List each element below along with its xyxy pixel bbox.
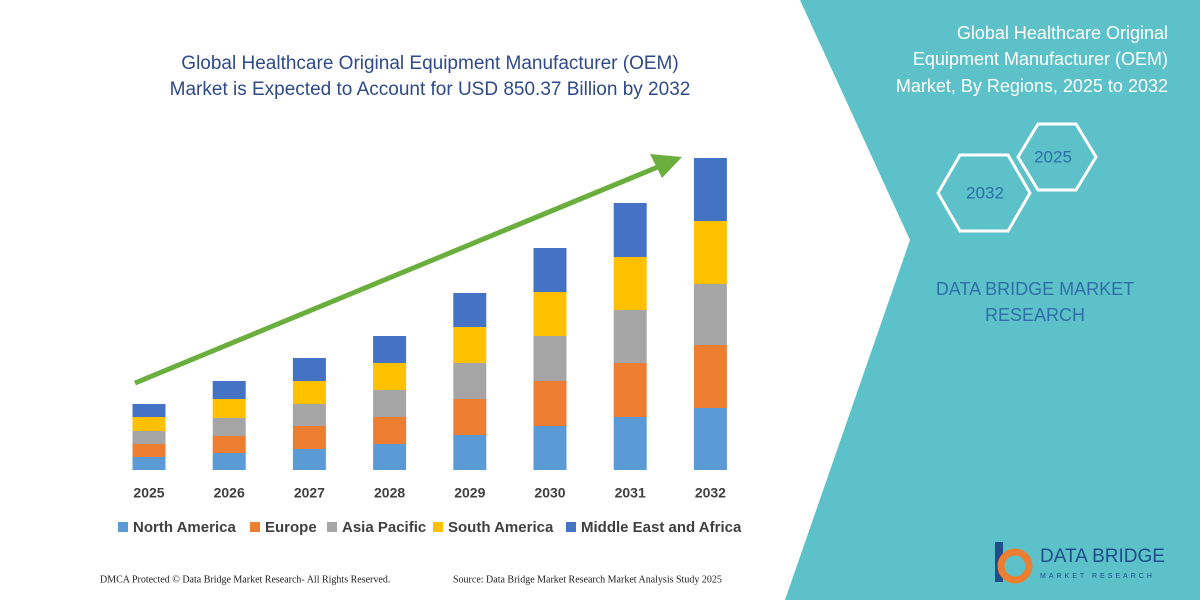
logo-tagline: MARKET RESEARCH bbox=[1040, 573, 1155, 580]
legend-swatch bbox=[327, 522, 337, 532]
side-panel bbox=[785, 0, 1200, 600]
bar-segment bbox=[373, 444, 407, 470]
legend-label: Asia Pacific bbox=[342, 519, 426, 536]
trend-arrow bbox=[134, 161, 666, 386]
footer-text: Source: Data Bridge Market Research Mark… bbox=[453, 574, 722, 585]
legend-swatch bbox=[118, 522, 128, 532]
x-tick-label: 2031 bbox=[615, 485, 646, 501]
bar-segment bbox=[212, 399, 246, 418]
hex-label: 2025 bbox=[1034, 147, 1072, 166]
bar-segment bbox=[212, 381, 246, 399]
trend-arrow-head bbox=[650, 154, 682, 178]
legend-label: Middle East and Africa bbox=[581, 519, 742, 536]
bar-segment bbox=[693, 408, 727, 470]
chart-title: Market is Expected to Account for USD 85… bbox=[170, 79, 691, 100]
x-tick-label: 2026 bbox=[214, 485, 245, 501]
legend-swatch bbox=[566, 522, 576, 532]
bar-segment bbox=[132, 444, 166, 457]
bar-segment bbox=[212, 436, 246, 453]
bar-segment bbox=[693, 345, 727, 408]
bar-segment bbox=[533, 248, 567, 292]
bar-segment bbox=[373, 363, 407, 390]
legend-swatch bbox=[433, 522, 443, 532]
bar-segment bbox=[132, 457, 166, 470]
bar-segment bbox=[292, 404, 326, 426]
hexagon bbox=[936, 153, 1032, 233]
legend-swatch bbox=[250, 522, 260, 532]
plot: 2025 2026 2027 2028 2029 2030 2031 2032 North Am… bbox=[118, 158, 742, 536]
bar-segment bbox=[613, 203, 647, 257]
bar-segment bbox=[292, 449, 326, 470]
bar-segment bbox=[533, 426, 567, 470]
legend-label: South America bbox=[448, 519, 554, 536]
bar-segment bbox=[373, 417, 407, 444]
bar-segment bbox=[132, 431, 166, 444]
bar-segment bbox=[613, 257, 647, 310]
legend-label: Europe bbox=[265, 519, 317, 536]
bar-segment bbox=[613, 310, 647, 363]
bar-segment bbox=[533, 381, 567, 426]
chart-title: Global Healthcare Original Equipment Man… bbox=[181, 53, 678, 74]
bar-segment bbox=[292, 426, 326, 449]
bar-segment bbox=[373, 336, 407, 363]
bar-segment bbox=[613, 363, 647, 417]
bar-segment bbox=[292, 381, 326, 404]
bar-segment bbox=[453, 399, 487, 435]
bar-segment bbox=[533, 292, 567, 336]
brand-text: RESEARCH bbox=[985, 305, 1085, 325]
bar-segment bbox=[453, 435, 487, 470]
bar-segment bbox=[212, 418, 246, 436]
bar-segment bbox=[373, 390, 407, 417]
logo-icon bbox=[997, 548, 1033, 584]
footer-text: DMCA Protected © Data Bridge Market Rese… bbox=[100, 574, 390, 585]
panel-title: Global Healthcare Original bbox=[957, 23, 1168, 43]
logo-name: DATA BRIDGE bbox=[1040, 546, 1165, 567]
bar-segment bbox=[693, 158, 727, 221]
bar-segment bbox=[453, 363, 487, 399]
legend-label: North America bbox=[133, 519, 236, 536]
x-tick-label: 2029 bbox=[454, 485, 485, 501]
x-tick-label: 2030 bbox=[534, 485, 565, 501]
panel-title: Equipment Manufacturer (OEM) bbox=[913, 49, 1168, 69]
hex-label: 2032 bbox=[966, 183, 1004, 202]
bar-segment bbox=[292, 358, 326, 381]
bar-segment bbox=[693, 221, 727, 284]
hexagon bbox=[1016, 122, 1098, 192]
bar-segment bbox=[693, 284, 727, 345]
bar-segment bbox=[453, 293, 487, 327]
x-tick-label: 2027 bbox=[294, 485, 325, 501]
brand-text: DATA BRIDGE MARKET bbox=[936, 279, 1134, 299]
bar-segment bbox=[132, 404, 166, 417]
logo: DATA BRIDGE MARKET RESEARCH bbox=[995, 542, 1165, 584]
bar-segment bbox=[613, 417, 647, 470]
bar-segment bbox=[533, 336, 567, 381]
x-tick-label: 2025 bbox=[133, 485, 164, 501]
panel-title: Market, By Regions, 2025 to 2032 bbox=[896, 76, 1168, 96]
x-tick-label: 2032 bbox=[695, 485, 726, 501]
bar-segment bbox=[132, 417, 166, 431]
bar-segment bbox=[453, 327, 487, 363]
bar-segment bbox=[212, 453, 246, 470]
x-tick-label: 2028 bbox=[374, 485, 405, 501]
